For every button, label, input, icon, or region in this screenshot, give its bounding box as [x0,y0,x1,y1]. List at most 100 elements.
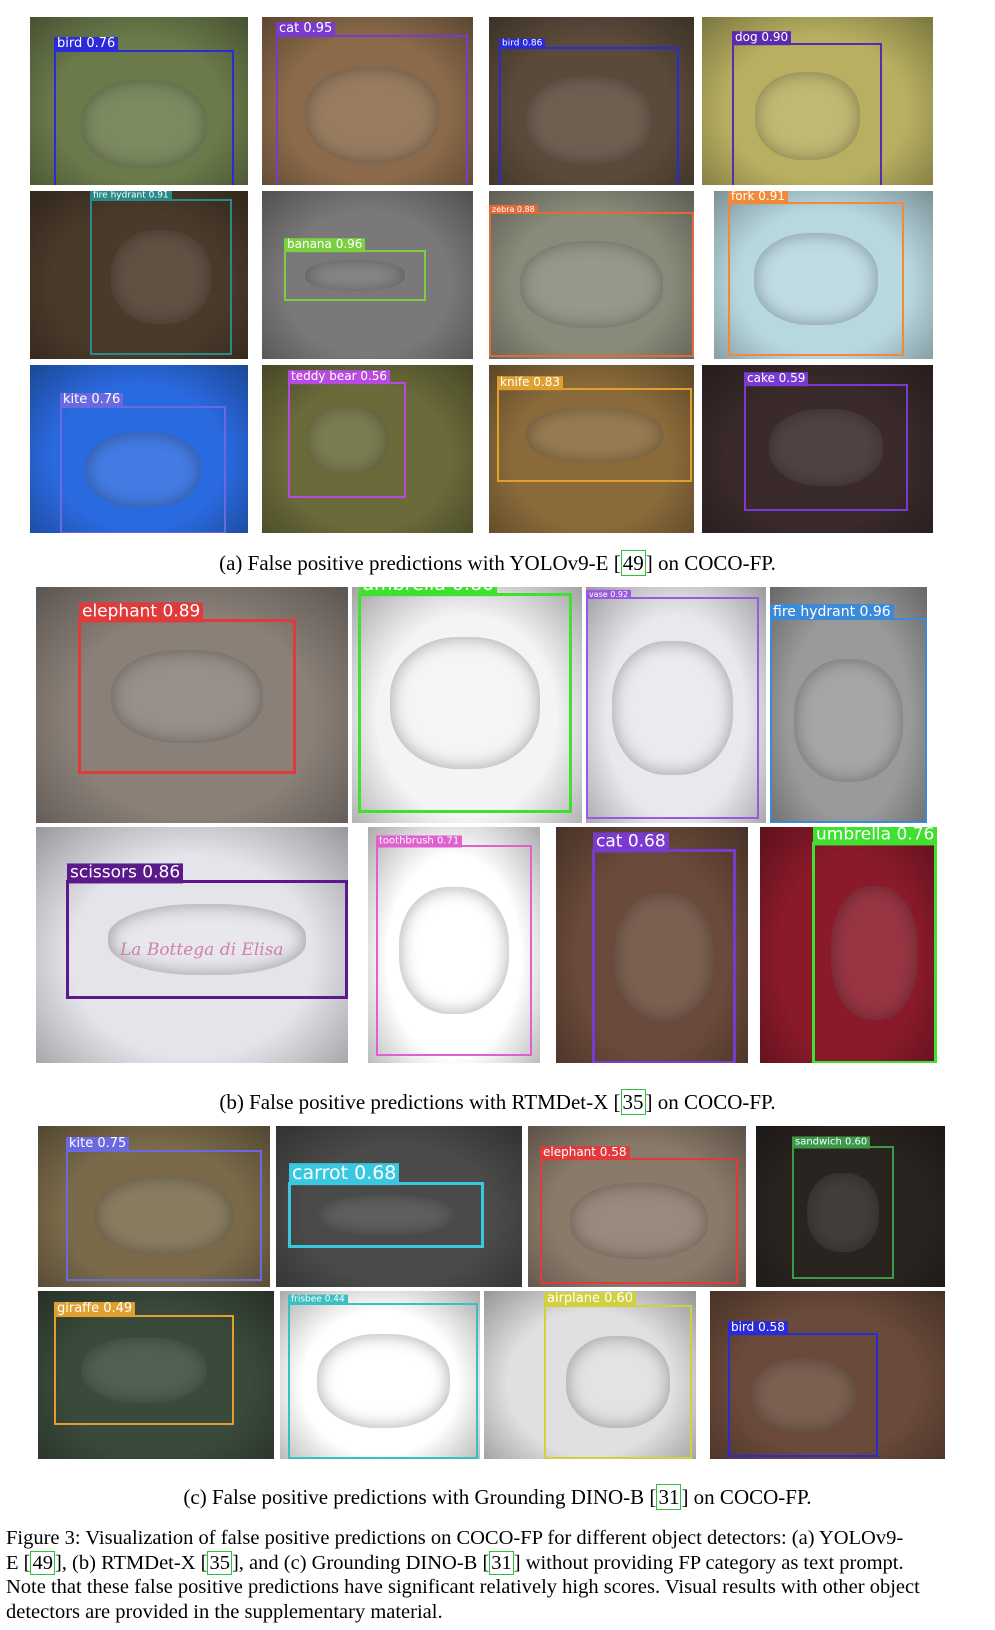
caption-b-tail: ] on COCO-FP. [645,1090,776,1114]
detection-image: umbrella 0.80 [352,587,582,823]
bounding-box: cat 0.68 [592,832,736,1063]
detection-image: bird 0.76 [30,17,248,185]
object-silhouette [81,1337,207,1403]
detection-image: kite 0.76 [30,365,248,533]
detection-image: zebra 0.88 [489,191,694,359]
detection-label: banana 0.96 [284,237,366,252]
detection-label: toothbrush 0.71 [376,835,463,847]
bounding-box: vase 0.92 [586,589,759,819]
bounding-box: elephant 0.89 [78,602,296,774]
detection-image: bird 0.86 [489,17,694,185]
object-silhouette [304,67,440,163]
detection-label: teddy bear 0.56 [288,369,391,384]
detection-image: giraffe 0.49 [38,1291,274,1459]
detection-label: giraffe 0.49 [54,1301,136,1317]
detection-label: bird 0.58 [728,1320,788,1335]
detection-image: vase 0.92 [586,587,766,823]
citation-link[interactable]: 49 [30,1550,55,1575]
caption-a-tail: ] on COCO-FP. [645,551,776,575]
detection-image: teddy bear 0.56 [262,365,473,533]
detection-label: cat 0.68 [593,832,669,852]
detection-image: fork 0.91 [714,191,933,359]
detection-label: cat 0.95 [276,21,336,37]
object-silhouette [111,230,211,324]
detection-label: fork 0.91 [728,191,788,204]
detection-label: airplane 0.60 [544,1291,637,1307]
figure-caption-fragment: E [ [6,1551,31,1574]
detection-image: cake 0.59 [702,365,933,533]
caption-c-text: (c) False positive predictions with Grou… [183,1485,657,1509]
detection-label: cake 0.59 [744,371,809,386]
detection-label: umbrella 0.76 [813,827,937,845]
detection-image: carrot 0.68 [276,1126,522,1287]
detection-label: bird 0.86 [499,38,546,49]
bounding-box: bird 0.58 [728,1320,878,1457]
citation-link[interactable]: 35 [207,1550,232,1575]
detection-label: umbrella 0.80 [359,587,498,596]
caption-c-tail: ] on COCO-FP. [681,1485,812,1509]
bounding-box: bird 0.86 [499,38,679,185]
bounding-box: banana 0.96 [284,237,426,301]
detection-image: banana 0.96 [262,191,473,359]
figure-caption-line: Note that these false positive predictio… [6,1576,920,1598]
figure-caption-line: Figure 3: Visualization of false positiv… [6,1527,904,1549]
bounding-box: fork 0.91 [728,191,904,356]
detection-label: zebra 0.88 [489,204,538,214]
citation-link[interactable]: 31 [656,1484,682,1510]
citation-link[interactable]: 35 [620,1089,646,1115]
object-silhouette [399,887,509,1014]
bounding-box: frisbee 0.44 [288,1294,478,1459]
detection-label: vase 0.92 [586,589,632,599]
detection-image: scissors 0.86 La Bottega di Elisa [36,827,348,1063]
detection-label: frisbee 0.44 [288,1294,348,1305]
detection-image: frisbee 0.44 [280,1291,480,1459]
detection-image: bird 0.58 [710,1291,945,1459]
bounding-box: airplane 0.60 [544,1291,692,1459]
caption-a-text: (a) False positive predictions with YOLO… [219,551,621,575]
object-silhouette [569,1183,709,1259]
bounding-box: kite 0.75 [66,1136,262,1281]
detection-label: kite 0.75 [66,1136,130,1152]
detection-image: fire hydrant 0.91 [30,191,248,359]
detection-image: toothbrush 0.71 [368,827,540,1063]
bounding-box: cat 0.95 [276,21,468,185]
object-silhouette [750,1357,856,1433]
citation-link[interactable]: 49 [620,550,646,576]
figure-caption-fragment: ], (b) RTMDet-X [ [54,1551,208,1574]
object-silhouette [611,641,734,775]
detection-image: cat 0.68 [556,827,748,1063]
bounding-box: carrot 0.68 [288,1162,484,1248]
object-silhouette [305,260,405,291]
bounding-box: kite 0.76 [60,392,226,533]
detection-label: fire hydrant 0.91 [90,191,172,201]
detection-image: elephant 0.89 [36,587,348,823]
object-silhouette [317,1195,455,1235]
bounding-box: zebra 0.88 [489,204,694,357]
detection-label: sandwich 0.60 [792,1136,871,1148]
detection-image: kite 0.75 [38,1126,270,1287]
detection-label: dog 0.90 [732,30,792,45]
citation-link[interactable]: 31 [489,1550,514,1575]
bounding-box: knife 0.83 [497,375,692,482]
object-silhouette [566,1335,670,1429]
object-silhouette [316,1334,450,1428]
bounding-box: bird 0.76 [54,36,234,185]
bounding-box: dog 0.90 [732,30,882,185]
detection-image: knife 0.83 [489,365,694,533]
detection-label: elephant 0.89 [79,602,204,622]
object-silhouette [807,1172,879,1253]
object-silhouette [526,406,663,464]
object-silhouette [84,431,202,509]
detection-label: bird 0.76 [54,36,119,52]
detection-label: knife 0.83 [497,375,564,390]
detection-image: dog 0.90 [702,17,933,185]
bounding-box: fire hydrant 0.91 [90,191,232,355]
object-silhouette [830,886,919,1020]
detection-image: elephant 0.58 [528,1126,746,1287]
detection-label: scissors 0.86 [67,863,184,883]
bounding-box: giraffe 0.49 [54,1301,234,1425]
object-silhouette [754,72,860,160]
bounding-box: sandwich 0.60 [792,1136,894,1279]
object-silhouette [95,1176,233,1255]
object-silhouette [526,76,652,164]
